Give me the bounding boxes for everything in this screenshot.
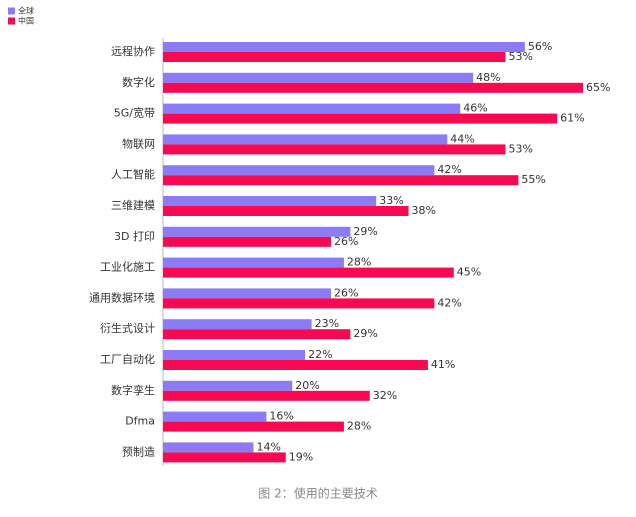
- bar: [163, 113, 558, 124]
- bar: [163, 452, 286, 463]
- value-label: 29%: [353, 225, 377, 238]
- value-label: 45%: [457, 266, 481, 279]
- value-label: 46%: [463, 102, 487, 115]
- value-label: 20%: [295, 379, 319, 392]
- bar: [163, 257, 344, 268]
- value-label: 41%: [431, 358, 455, 371]
- value-label: 14%: [256, 440, 280, 453]
- bar: [163, 103, 461, 114]
- value-label: 29%: [353, 327, 377, 340]
- bar: [163, 411, 267, 422]
- bar: [163, 298, 435, 309]
- bar: [163, 421, 344, 432]
- bar: [163, 236, 331, 247]
- value-label: 42%: [437, 163, 461, 176]
- bar: [163, 380, 293, 391]
- bar: [163, 42, 525, 52]
- legend-label: 中国: [18, 16, 34, 26]
- value-label: 23%: [315, 317, 339, 330]
- category-label: 工厂自动化: [100, 352, 155, 366]
- value-label: 61%: [560, 112, 584, 125]
- category-label: 数字化: [122, 75, 155, 89]
- bar: [163, 52, 506, 62]
- category-label: 3D 打印: [114, 229, 155, 243]
- chart-caption: 图 2：使用的主要技术: [258, 486, 377, 501]
- bar: [163, 165, 435, 176]
- value-label: 26%: [334, 235, 358, 248]
- value-label: 22%: [308, 348, 332, 361]
- value-label: 28%: [347, 256, 371, 269]
- value-label: 26%: [334, 286, 358, 299]
- bar: [163, 442, 254, 453]
- bar: [163, 144, 506, 155]
- value-label: 16%: [269, 410, 293, 423]
- bar: [163, 82, 583, 93]
- legend-swatch: [8, 17, 15, 25]
- value-label: 65%: [586, 81, 610, 94]
- category-label: 数字孪生: [111, 383, 155, 397]
- legend-swatch: [8, 7, 15, 15]
- bar: [163, 288, 331, 299]
- bar: [163, 72, 474, 83]
- value-label: 28%: [347, 420, 371, 433]
- value-label: 56%: [528, 40, 552, 53]
- bar: [163, 206, 409, 216]
- bar: [163, 390, 370, 401]
- category-label: 预制造: [122, 444, 155, 458]
- value-label: 53%: [508, 142, 532, 155]
- category-label: 衍生式设计: [100, 321, 155, 335]
- category-label: 人工智能: [111, 167, 155, 181]
- bar: [163, 134, 448, 145]
- bar: [163, 319, 312, 330]
- value-label: 55%: [521, 173, 545, 186]
- category-label: 远程协作: [111, 44, 155, 58]
- category-label: 工业化施工: [100, 260, 155, 274]
- value-label: 48%: [476, 71, 500, 84]
- category-label: 三维建模: [111, 198, 155, 212]
- value-label: 38%: [412, 204, 436, 217]
- legend-label: 全球: [18, 6, 34, 16]
- bar: [163, 196, 377, 206]
- category-label: 通用数据环境: [89, 290, 155, 304]
- value-label: 44%: [450, 132, 474, 145]
- category-label: 5G/宽带: [114, 106, 155, 120]
- value-label: 32%: [373, 389, 397, 402]
- bar: [163, 175, 519, 186]
- bar: [163, 267, 454, 278]
- value-label: 33%: [379, 194, 403, 207]
- category-label: 物联网: [122, 136, 155, 150]
- category-label: Dfma: [125, 415, 155, 428]
- bar: [163, 360, 428, 370]
- value-label: 19%: [289, 450, 313, 463]
- bar: [163, 226, 351, 237]
- bar: [163, 350, 306, 360]
- bar: [163, 329, 351, 340]
- value-label: 53%: [508, 50, 532, 63]
- value-label: 42%: [437, 296, 461, 309]
